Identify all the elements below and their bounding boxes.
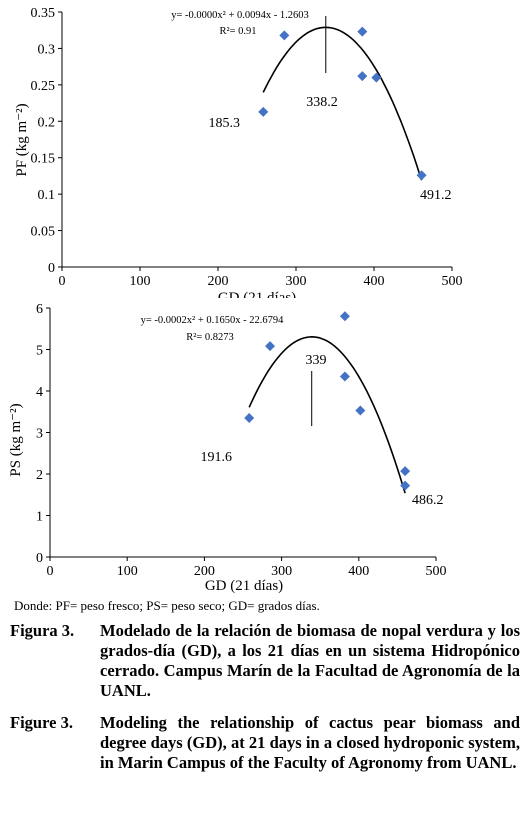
caption-spanish-text: Modelado de la relación de biomasa de no… (100, 621, 520, 700)
ps-y-tick-label: 2 (36, 468, 43, 483)
pf-x-axis-label: GD (21 días) (218, 290, 296, 298)
ps-trend-curve (248, 335, 406, 494)
ps-data-point (244, 412, 255, 423)
pf-x-tick-label: 400 (364, 274, 385, 289)
ps-y-tick-label: 4 (36, 385, 43, 400)
caption-spanish-label: Figura 3. (10, 621, 75, 640)
pf-data-point (357, 26, 368, 37)
pf-y-tick-label: 0.05 (31, 225, 56, 240)
ps-equation: y= -0.0002x² + 0.1650x - 22.6794 (141, 315, 284, 326)
pf-y-tick-label: 0.2 (38, 115, 56, 130)
ps-x-tick-label: 400 (348, 564, 369, 579)
ps-annotation: 486.2 (412, 493, 444, 508)
ps-x-axis-label: GD (21 días) (205, 578, 283, 594)
pf-y-tick-label: 0.3 (38, 42, 56, 57)
pf-y-tick-label: 0.1 (38, 188, 56, 203)
ps-y-tick-label: 1 (36, 510, 43, 525)
pf-annotation: 338.2 (306, 95, 338, 110)
ps-x-tick-label: 200 (194, 564, 215, 579)
caption-spanish: Figura 3. Modelado de la relación de bio… (10, 621, 520, 701)
ps-y-tick-label: 3 (36, 427, 43, 442)
pf-y-tick-label: 0 (48, 261, 55, 276)
ps-data-point (355, 405, 366, 416)
pf-data-point (371, 72, 382, 83)
pf-y-axis-label: PF (kg m⁻²) (14, 103, 30, 176)
pf-x-tick-label: 200 (208, 274, 229, 289)
ps-x-tick-label: 500 (426, 564, 447, 579)
ps-x-tick-label: 0 (47, 564, 54, 579)
ps-data-point (339, 371, 350, 382)
pf-y-tick-label: 0.25 (31, 79, 56, 94)
ps-data-point (265, 341, 276, 352)
ps-data-point (400, 466, 411, 477)
ps-y-tick-label: 5 (36, 344, 43, 359)
ps-y-tick-label: 0 (36, 551, 43, 566)
ps-x-tick-label: 100 (117, 564, 138, 579)
caption-english: Figure 3. Modeling the relationship of c… (10, 713, 520, 773)
pf-data-point (357, 71, 368, 82)
pf-y-tick-label: 0.15 (31, 152, 56, 167)
pf-trend-curve (262, 26, 423, 181)
caption-english-label: Figure 3. (10, 713, 73, 732)
pf-annotation: 491.2 (420, 188, 452, 203)
ps-x-tick-label: 300 (271, 564, 292, 579)
ps-data-point (400, 480, 411, 491)
pf-data-point (279, 30, 290, 41)
pf-annotation: 185.3 (209, 116, 241, 131)
pf-x-tick-label: 500 (442, 274, 463, 289)
ps-chart: 0 100 200 300 400 500 0 1 2 3 4 5 6 GD (21 días) PS (k… (8, 302, 447, 594)
ps-y-axis-label: PS (kg m⁻²) (8, 403, 24, 476)
ps-y-tick-label: 6 (36, 302, 43, 317)
pf-r-squared: R²= 0.91 (219, 26, 256, 37)
pf-y-tick-label: 0.35 (31, 6, 56, 21)
pf-chart: 0 100 200 300 400 500 0 0.05 0.1 0.15 0.2 0.25 0.3 0.… (14, 6, 463, 298)
caption-english-text: Modeling the relationship of cactus pear… (100, 713, 520, 772)
pf-x-tick-label: 100 (130, 274, 151, 289)
pf-data-point (258, 106, 269, 117)
pf-x-tick-label: 300 (286, 274, 307, 289)
ps-r-squared: R²= 0.8273 (186, 332, 234, 343)
abbreviation-note: Donde: PF= peso fresco; PS= peso seco; G… (14, 598, 320, 613)
ps-annotation: 191.6 (201, 450, 233, 465)
pf-equation: y= -0.0000x² + 0.0094x - 1.2603 (171, 10, 308, 21)
ps-annotation: 339 (306, 353, 327, 368)
ps-data-point (339, 311, 350, 322)
pf-data-point (416, 170, 427, 181)
pf-x-tick-label: 0 (59, 274, 66, 289)
